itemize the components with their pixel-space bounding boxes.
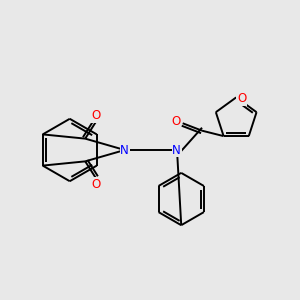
Text: O: O (91, 109, 100, 122)
Text: N: N (172, 143, 181, 157)
Text: O: O (237, 92, 246, 105)
Text: N: N (120, 143, 129, 157)
Text: O: O (91, 178, 100, 191)
Text: O: O (172, 115, 181, 128)
